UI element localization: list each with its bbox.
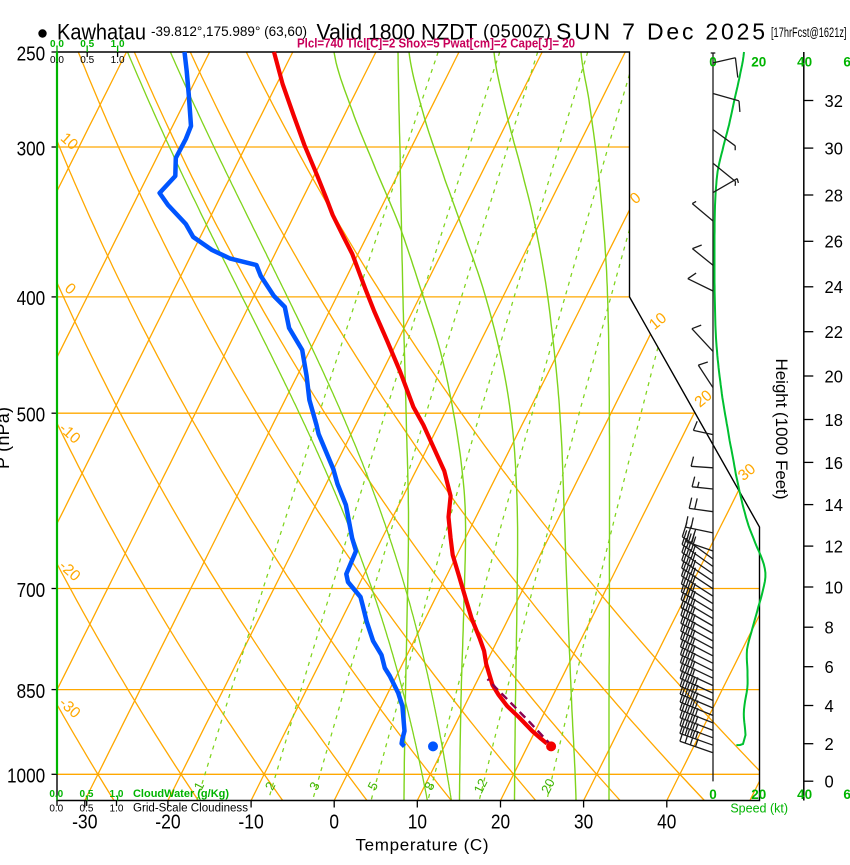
- svg-text:32: 32: [825, 91, 843, 111]
- svg-text:1.0: 1.0: [110, 804, 124, 815]
- svg-text:-20: -20: [155, 811, 180, 833]
- svg-text:18: 18: [825, 410, 843, 430]
- svg-text:400: 400: [17, 288, 46, 310]
- svg-text:-10: -10: [238, 811, 263, 833]
- svg-text:0.5: 0.5: [80, 789, 94, 800]
- svg-text:Height (1000 Feet): Height (1000 Feet): [772, 359, 791, 500]
- svg-text:SUN 7 Dec 2025: SUN 7 Dec 2025: [556, 19, 765, 45]
- svg-text:16: 16: [825, 453, 843, 473]
- svg-text:20: 20: [491, 811, 510, 833]
- svg-text:0.0: 0.0: [49, 804, 63, 815]
- svg-text:24: 24: [825, 277, 844, 297]
- svg-text:0.0: 0.0: [50, 55, 64, 66]
- svg-text:1.0: 1.0: [111, 55, 125, 66]
- svg-text:6: 6: [825, 657, 834, 677]
- svg-text:-39.812°,175.989° (63,60): -39.812°,175.989° (63,60): [151, 23, 307, 39]
- svg-text:Valid 1800 NZDT: Valid 1800 NZDT: [317, 20, 478, 45]
- svg-text:20: 20: [751, 787, 766, 802]
- svg-text:6: 6: [843, 54, 850, 69]
- svg-text:40: 40: [797, 787, 812, 802]
- svg-text:(0500Z): (0500Z): [483, 21, 551, 42]
- svg-text:10: 10: [825, 577, 844, 597]
- svg-text:14: 14: [825, 495, 844, 515]
- svg-text:40: 40: [657, 811, 676, 833]
- svg-text:12: 12: [825, 537, 843, 557]
- svg-text:250: 250: [17, 43, 46, 65]
- svg-text:1.0: 1.0: [110, 789, 124, 800]
- svg-text:-30: -30: [72, 811, 97, 833]
- svg-text:10: 10: [408, 811, 427, 833]
- svg-text:CloudWater (g/Kg): CloudWater (g/Kg): [133, 788, 229, 800]
- svg-text:30: 30: [574, 811, 593, 833]
- svg-text:1000: 1000: [7, 766, 45, 788]
- svg-text:Speed (kt): Speed (kt): [730, 802, 788, 816]
- svg-text:700: 700: [17, 580, 46, 602]
- svg-text:30: 30: [825, 139, 844, 159]
- svg-text:0: 0: [329, 811, 339, 833]
- svg-text:0.5: 0.5: [80, 55, 94, 66]
- svg-text:300: 300: [17, 138, 46, 160]
- svg-text:4: 4: [825, 696, 834, 716]
- svg-text:P (hPa): P (hPa): [0, 407, 13, 469]
- svg-text:0.0: 0.0: [49, 789, 63, 800]
- svg-text:0: 0: [709, 787, 717, 802]
- svg-text:22: 22: [825, 322, 843, 342]
- svg-text:[17hrFcst@1621z]: [17hrFcst@1621z]: [771, 25, 847, 40]
- svg-text:8: 8: [825, 618, 834, 638]
- svg-text:500: 500: [17, 404, 46, 426]
- svg-text:26: 26: [825, 232, 843, 252]
- svg-text:850: 850: [17, 681, 46, 703]
- svg-text:28: 28: [825, 185, 843, 205]
- svg-text:40: 40: [797, 54, 812, 69]
- svg-text:12: 12: [471, 776, 491, 796]
- svg-text:2: 2: [825, 734, 834, 754]
- svg-text:0: 0: [709, 54, 717, 69]
- svg-text:0.5: 0.5: [80, 804, 94, 815]
- svg-text:6: 6: [843, 787, 850, 802]
- svg-text:20: 20: [538, 776, 558, 796]
- svg-text:Plcl=740 Tlcl[C]=2 Shox=5 Pwat: Plcl=740 Tlcl[C]=2 Shox=5 Pwat[cm]=2 Cap…: [297, 37, 575, 51]
- svg-text:Temperature (C): Temperature (C): [356, 836, 489, 855]
- svg-text:0: 0: [825, 772, 834, 792]
- svg-text:20: 20: [751, 54, 766, 69]
- svg-text:0.0: 0.0: [50, 39, 64, 50]
- svg-text:20: 20: [825, 366, 844, 386]
- svg-text:Grid-Scale Cloudiness: Grid-Scale Cloudiness: [133, 803, 248, 815]
- svg-text:1.0: 1.0: [111, 39, 125, 50]
- svg-text:0.5: 0.5: [80, 39, 94, 50]
- svg-text:Kawhatau: Kawhatau: [57, 20, 146, 45]
